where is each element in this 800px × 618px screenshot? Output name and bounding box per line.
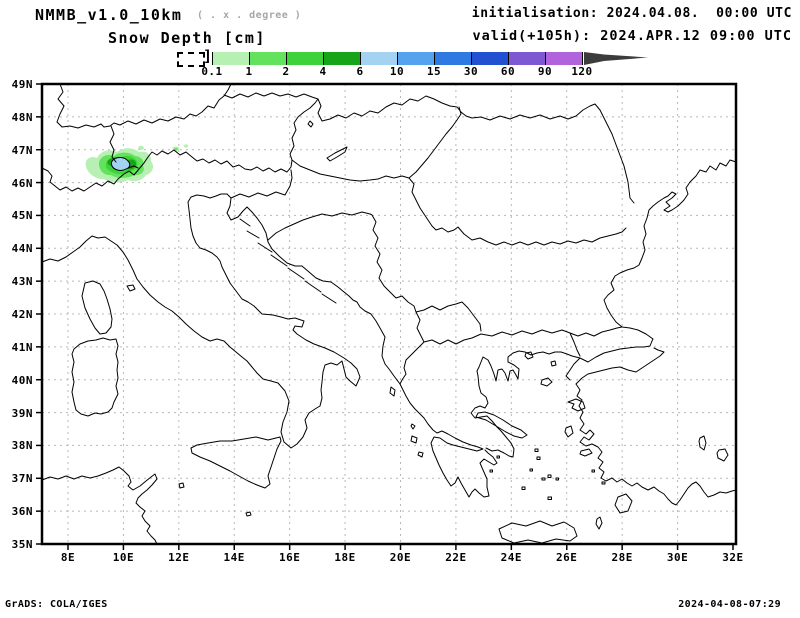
island-corsica: [81, 280, 113, 335]
coastline-north-africa: [41, 466, 158, 545]
lon-label: 20E: [389, 551, 412, 564]
colorbar-bracket: ]: [203, 47, 213, 65]
lat-label: 47N: [11, 143, 33, 157]
lat-label: 41N: [11, 340, 33, 354]
lon-label: 8E: [60, 551, 76, 564]
colorbar-level-label: 120: [571, 65, 593, 78]
snow-spot-2-core: [174, 147, 178, 151]
coastlines-and-borders: [41, 83, 737, 545]
lakes-balaton-neusiedl-turkish: [307, 120, 729, 462]
lat-label: 36N: [11, 505, 33, 519]
lat-label: 44N: [11, 242, 33, 256]
colorbar-level-label: 60: [500, 65, 516, 78]
lat-label: 38N: [11, 439, 33, 453]
lon-label: 16E: [278, 551, 301, 564]
model-title: NMMB_v1.0_10km: [35, 6, 183, 24]
border-germany-czech-austria-hungary-romania: [56, 83, 635, 204]
colorbar-level-label: 10: [389, 65, 405, 78]
lat-label: 40N: [11, 373, 33, 387]
colorbar-segment-6: [361, 52, 398, 65]
lat-label: 37N: [11, 472, 33, 486]
lat-label: 35N: [11, 537, 33, 551]
colorbar-segment-30: [472, 52, 509, 65]
grid-resolution-note: ( . x . degree ): [197, 10, 302, 21]
colorbar-level-label: 15: [426, 65, 442, 78]
lat-label: 39N: [11, 406, 33, 420]
graticule: [42, 84, 736, 544]
snow-core-6-10: [110, 157, 131, 171]
colorbar-segment-4: [324, 52, 361, 65]
coastline-marmara-blacksea: [579, 159, 737, 363]
island-evia: [475, 411, 528, 439]
colorbar-segment-10: [398, 52, 435, 65]
lon-label: 30E: [666, 551, 689, 564]
colorbar-segment-60: [509, 52, 546, 65]
colorbar-level-label: 90: [537, 65, 553, 78]
lat-label: 42N: [11, 307, 33, 321]
border-bosnia-serbia-macedonia-bulgaria-greece: [267, 211, 623, 385]
lat-label: 49N: [11, 78, 33, 91]
colorbar-below-min-dashed-box: [177, 52, 205, 67]
island-sicily: [190, 436, 282, 489]
coastline-italy-adriatic-greece: [41, 193, 498, 498]
colorbar-segment-0.1: [213, 52, 250, 65]
colorbar-overflow-arrow-icon: [584, 52, 648, 65]
islands-dalmatian-slivers: [239, 218, 337, 304]
lon-label: 24E: [500, 551, 522, 564]
initialisation-time: initialisation: 2024.04.08. 00:00 UTC: [471, 6, 792, 21]
coastline-turkey-aegean-south: [575, 383, 737, 506]
colorbar-level-label: 6: [356, 65, 364, 78]
coastline-attica-north-aegean: [470, 350, 581, 458]
creation-timestamp: 2024-04-08-07:29: [678, 599, 781, 610]
islands-small-aegean-ionian: [126, 284, 606, 530]
colorbar-level-label: 4: [319, 65, 327, 78]
colorbar-segment-90: [546, 52, 583, 65]
map-frame: [40, 82, 738, 546]
colorbar-level-label: 2: [282, 65, 290, 78]
lon-label: 12E: [168, 551, 190, 564]
lat-label: 43N: [11, 275, 33, 289]
lon-label: 32E: [722, 551, 744, 564]
variable-title: Snow Depth [cm]: [108, 29, 266, 47]
snow-core-contour-hook: [127, 165, 139, 169]
lon-label: 22E: [445, 551, 467, 564]
lon-label: 10E: [112, 551, 135, 564]
lon-label: 14E: [223, 551, 245, 564]
grads-credit: GrADS: COLA/IGES: [5, 599, 108, 610]
colorbar-level-label: 1: [245, 65, 253, 78]
border-hungary-south-serbia-romania-danube: [291, 106, 627, 246]
island-crete: [498, 520, 578, 544]
colorbar-segment-2: [287, 52, 324, 65]
valid-time: valid(+105h): 2024.APR.12 09:00 UTC: [472, 28, 792, 44]
colorbar: [212, 52, 583, 65]
island-sardinia: [71, 337, 119, 417]
colorbar-segment-1: [250, 52, 287, 65]
lat-label: 48N: [11, 110, 33, 124]
colorbar-level-label: 30: [463, 65, 479, 78]
border-alps-switzerland-italy-austria-slovenia: [41, 98, 319, 199]
snow-spot-3: [183, 144, 189, 148]
lat-label: 46N: [11, 176, 33, 190]
snow-spot-1: [138, 145, 144, 151]
colorbar-level-label: 0.1: [201, 65, 223, 78]
snow-depth-shading: [85, 144, 189, 183]
lon-label: 28E: [611, 551, 633, 564]
coastline-gallipoli-marmara-south: [565, 347, 665, 385]
lat-label: 45N: [11, 209, 33, 223]
lon-label: 26E: [556, 551, 578, 564]
island-rhodes: [614, 493, 633, 514]
lon-label: 18E: [334, 551, 356, 564]
colorbar-segment-15: [435, 52, 472, 65]
